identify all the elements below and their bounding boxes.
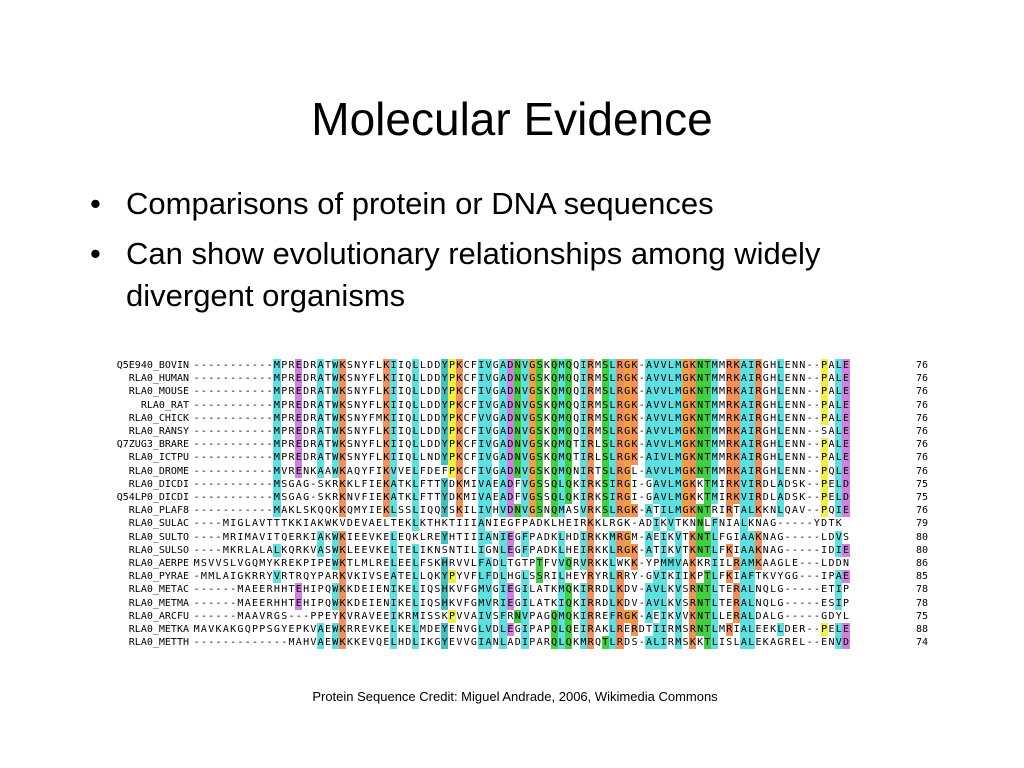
sequence-length: 79 xyxy=(916,518,929,530)
sequence-length: 78 xyxy=(916,597,929,609)
sequence-name: RLA0_METKA xyxy=(128,624,189,635)
sequence: ----MKRLALALKQRKVASWKLEEVKELTELIKNSNTILI… xyxy=(193,543,850,558)
sequence: -----------MVRENKAAWKAQYFIKVVELFDEFPKCFI… xyxy=(193,464,850,478)
sequence-length: 74 xyxy=(916,637,929,649)
sequence-length: 76 xyxy=(916,386,929,398)
sequence-name: RLA0_AERPE xyxy=(128,558,189,569)
sequence-name: RLA0_RANSY xyxy=(128,426,189,437)
sequence: -------------MAHVAEWKKKEVQELHDLIKGYEVVGI… xyxy=(193,636,850,650)
sequence: -MMLAIGKRRYVRTRQYPARKVKIVSEATELLQKYPYVFL… xyxy=(193,570,850,584)
sequence-name: RLA0_ICTPU xyxy=(128,452,189,464)
sequence-name: RLA0_SULSO xyxy=(128,544,189,556)
sequence-alignment: Q5E940_BOVIN -----------MPREDRATWKSNYFLKI… xyxy=(86,357,940,650)
sequence: ------MAEERHHTEHIPQWKKDEIENIKELIQSHKVFGM… xyxy=(193,583,850,597)
bullet: Can show evolutionary relationships amon… xyxy=(90,233,910,317)
sequence-length: 80 xyxy=(916,544,929,556)
sequence: -----------MPREDRATWKSNYFLKIIQLLNDYPKCFI… xyxy=(193,451,850,465)
sequence-name: RLA0_CHICK xyxy=(128,412,189,424)
sequence: ------MAEERHHTEHIPQWKKDEIENIKELIQSHKVFGM… xyxy=(193,596,850,610)
sequence: MSVVSLVGQMYKREKPIPEWKTLMLRELEELFSKHRVVLF… xyxy=(193,557,850,571)
sequence-length: 76 xyxy=(916,360,929,371)
sequence: -----------MPREDRATWKSNYFLKIIQLLDDYPKCFI… xyxy=(193,385,850,399)
title: Molecular Evidence xyxy=(311,93,713,145)
sequence-name: RLA0_HUMAN xyxy=(128,373,189,385)
sequence-name: RLA0_SULTO xyxy=(128,531,189,543)
sequence-length: 88 xyxy=(916,624,929,635)
sequence-length: 85 xyxy=(916,571,929,583)
sequence-name: Q54LP0_DICDI xyxy=(116,492,189,503)
sequence-name: RLA0_MOUSE xyxy=(128,386,189,398)
sequence: -----------MSGAG-SKRKNVFIEKATKLFTTYDKMIV… xyxy=(193,491,850,505)
sequence-length: 76 xyxy=(916,412,929,424)
sequence-name: RLA0_METAC xyxy=(128,584,189,596)
sequence-length: 78 xyxy=(916,584,929,596)
bullet: Comparisons of protein or DNA sequences xyxy=(90,183,910,225)
sequence: -----------MPREDRATWKSNYFMKIIQLLDDYPKCFV… xyxy=(193,411,850,426)
sequence-name: RLA0_DROME xyxy=(128,465,189,477)
sequence: -----------MPREDRATWKSNYFLKIIQLLDDYPKCFI… xyxy=(193,438,850,452)
sequence-length: 76 xyxy=(916,505,929,517)
sequence: ------MAAVRGS---PPEYKVRAVEEIKRMISSKPVVAI… xyxy=(193,609,850,624)
sequence-name: RLA0_METMA xyxy=(128,597,189,609)
sequence-length: 75 xyxy=(916,492,929,503)
sequence: -----------MSGAG-SKRKKLFIEKATKLFTTYDKMIV… xyxy=(193,477,850,492)
sequence-name: Q7ZUG3_BRARE xyxy=(116,439,189,451)
sequence-length: 75 xyxy=(916,610,929,622)
sequence: -----------MPREDRATWKSNYFLKIIQLLDDYPKCFI… xyxy=(193,398,850,412)
sequence-name: RLA0_SULAC xyxy=(128,518,189,530)
sequence-name: RLA0_PLAF8 xyxy=(128,505,189,517)
sequence: -----------MPREDRATWKSNYFLKIIQLLDDYPKCFI… xyxy=(193,372,850,386)
sequence-name: RLA0_ARCFU xyxy=(128,610,189,622)
sequence-name: RLA0_PYRAE xyxy=(128,571,189,583)
sequence: MAVKAKGQPPSGYEPKVAEWKRREVKELKELMDEYENVGL… xyxy=(193,623,850,637)
sequence-length: 76 xyxy=(916,426,929,437)
sequence-length: 75 xyxy=(916,478,929,490)
sequence: ----MRIMAVITQERKIAKWKIEEVKELEQKLREYHTIII… xyxy=(193,530,850,544)
sequence: -----------MPREDRATWKSNYFLKIIQLLDDYPKCFI… xyxy=(193,359,850,373)
sequence: -----------MAKLSKQQKKQMYIEKLSSLIQQYSKILI… xyxy=(193,504,850,518)
caption: Protein Sequence Credit: Miguel Andrade,… xyxy=(312,689,718,704)
sequence-name: RLA0_RAT xyxy=(140,399,189,411)
sequence-name: Q5E940_BOVIN xyxy=(116,360,189,371)
sequence-name: RLA0_DICDI xyxy=(128,478,189,490)
sequence-length: 76 xyxy=(916,439,929,451)
sequence-length: 76 xyxy=(916,452,929,464)
sequence-name: RLA0_METTH xyxy=(128,637,189,649)
sequence-length: 76 xyxy=(916,399,929,411)
sequence: -----------MPREDRATWKSNYFLKIIQLLDDYPKCFI… xyxy=(193,425,850,439)
sequence-length: 76 xyxy=(916,465,929,477)
sequence-length: 86 xyxy=(916,558,929,569)
sequence-length: 80 xyxy=(916,531,929,543)
sequence: ----MIGLAVTTTKKIAKWKVDEVAELTEKLKTHKTIIIA… xyxy=(193,517,842,531)
sequence-length: 76 xyxy=(916,373,929,385)
bullet-list: Comparisons of protein or DNA sequences C… xyxy=(90,183,910,325)
